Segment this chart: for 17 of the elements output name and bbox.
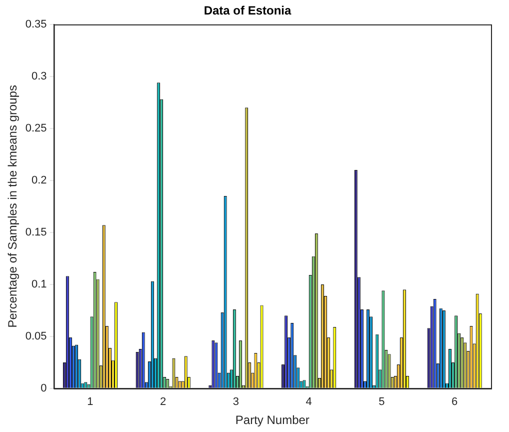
x-tick-label: 1 — [87, 396, 94, 408]
y-tick-label: 0.35 — [25, 18, 47, 30]
y-tick-label: 0.05 — [25, 330, 47, 342]
y-tick-label: 0.3 — [32, 70, 47, 82]
x-tick-label: 6 — [452, 396, 458, 408]
x-tick-label: 5 — [378, 396, 385, 408]
x-tick-label: 2 — [160, 396, 166, 408]
y-axis-title: Percentage of Samples in the kmeans groups — [6, 84, 20, 328]
x-tick-label: 4 — [306, 396, 312, 408]
chart-title: Data of Estonia — [204, 4, 292, 18]
y-tick-label: 0.1 — [32, 278, 47, 290]
y-tick-label: 0.15 — [25, 226, 47, 238]
x-tick-label: 3 — [232, 396, 240, 408]
y-tick-label: 0.2 — [32, 174, 47, 186]
y-tick-label: 0.25 — [25, 122, 47, 134]
x-axis-title: Party Number — [235, 413, 310, 428]
y-tick-label: 0 — [40, 382, 47, 394]
